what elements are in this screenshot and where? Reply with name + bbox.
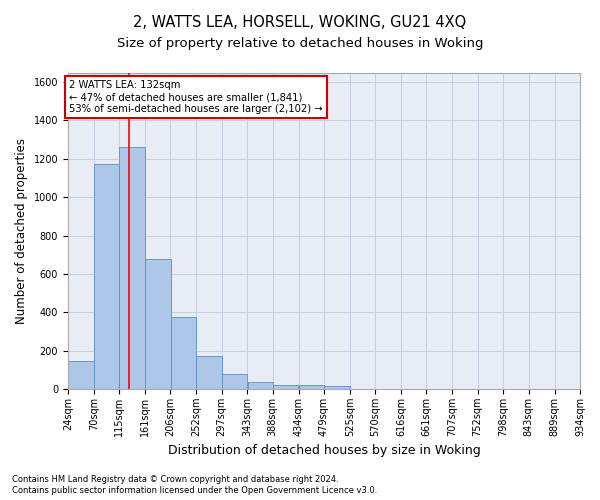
- Text: 2 WATTS LEA: 132sqm
← 47% of detached houses are smaller (1,841)
53% of semi-det: 2 WATTS LEA: 132sqm ← 47% of detached ho…: [69, 80, 323, 114]
- Text: Size of property relative to detached houses in Woking: Size of property relative to detached ho…: [117, 38, 483, 51]
- Y-axis label: Number of detached properties: Number of detached properties: [15, 138, 28, 324]
- Bar: [170, 317, 196, 389]
- Bar: [222, 374, 247, 389]
- Bar: [324, 386, 350, 389]
- Text: Contains public sector information licensed under the Open Government Licence v3: Contains public sector information licen…: [12, 486, 377, 495]
- Bar: [94, 164, 119, 389]
- Bar: [196, 356, 222, 389]
- Text: 2, WATTS LEA, HORSELL, WOKING, GU21 4XQ: 2, WATTS LEA, HORSELL, WOKING, GU21 4XQ: [133, 15, 467, 30]
- Text: Contains HM Land Registry data © Crown copyright and database right 2024.: Contains HM Land Registry data © Crown c…: [12, 475, 338, 484]
- Bar: [248, 382, 273, 389]
- Bar: [273, 385, 298, 389]
- Bar: [299, 385, 324, 389]
- Bar: [68, 361, 94, 389]
- X-axis label: Distribution of detached houses by size in Woking: Distribution of detached houses by size …: [167, 444, 481, 458]
- Bar: [145, 258, 170, 389]
- Bar: [119, 148, 145, 389]
